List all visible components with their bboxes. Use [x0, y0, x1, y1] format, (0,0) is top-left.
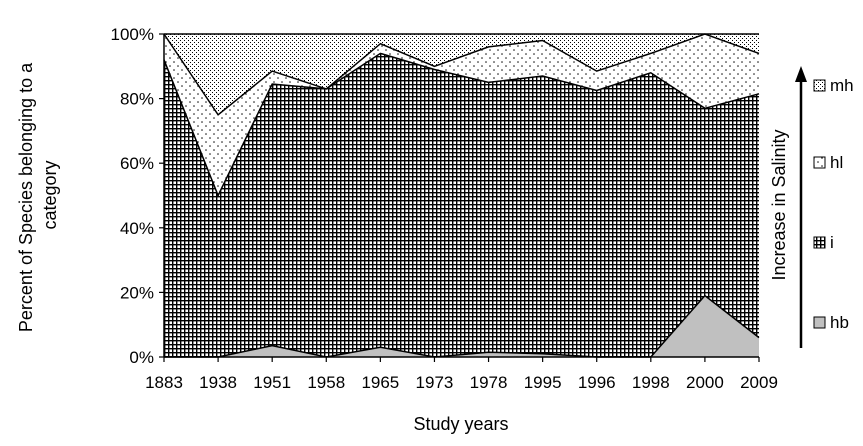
legend-swatch-hl: [813, 156, 826, 169]
x-tick-label: 1938: [199, 373, 237, 392]
legend: mh hl i hb: [813, 76, 854, 332]
boundary-line-hb: [164, 294, 760, 358]
x-tick-label: 1996: [578, 373, 616, 392]
y-tick-label: 80%: [120, 90, 154, 109]
y-axis-title: Percent of Species belonging to a catego…: [16, 58, 60, 332]
x-tick-label: 1965: [361, 373, 399, 392]
x-tick-label: 1978: [470, 373, 508, 392]
x-tick-label: 1951: [253, 373, 291, 392]
x-tick-label: 1995: [524, 373, 562, 392]
x-tick-label: 2000: [686, 373, 724, 392]
y-axis-title-line-2: category: [40, 160, 60, 229]
salinity-arrow-head: [795, 66, 807, 82]
y-tick-labels: 0% 20% 40% 60% 80% 100%: [111, 25, 164, 367]
legend-label-i: i: [830, 233, 834, 252]
legend-label-hl: hl: [830, 153, 843, 172]
x-axis-title: Study years: [413, 414, 508, 434]
boundary-line-i: [163, 52, 760, 198]
x-tick-label: 2009: [740, 373, 778, 392]
area-hl: [164, 34, 759, 196]
series-boundary-lines: [163, 33, 760, 358]
y-tick-label: 0%: [129, 348, 154, 367]
y-axis-title-line-1: Percent of Species belonging to a: [16, 62, 36, 332]
y-tick-label: 20%: [120, 283, 154, 302]
legend-swatch-mh: [813, 79, 826, 92]
x-tick-label: 1883: [145, 373, 183, 392]
x-tick-labels: 1883 1938 1951 1958 1965 1973 1978 1995 1996 1998…: [145, 357, 778, 392]
x-tick-label: 1958: [307, 373, 345, 392]
boundary-line-hl: [163, 33, 760, 116]
salinity-annotation: Increase in Salinity: [769, 129, 789, 280]
legend-swatch-i: [813, 236, 826, 249]
stacked-areas: [164, 34, 759, 358]
x-tick-label: 1998: [632, 373, 670, 392]
legend-label-mh: mh: [830, 76, 854, 95]
y-tick-label: 40%: [120, 219, 154, 238]
x-tick-label: 1973: [416, 373, 454, 392]
area-i: [164, 53, 759, 358]
y-tick-label: 100%: [111, 25, 154, 44]
legend-swatch-hb: [813, 316, 826, 329]
y-tick-label: 60%: [120, 154, 154, 173]
legend-label-hb: hb: [830, 313, 849, 332]
area-mh: [164, 34, 759, 115]
